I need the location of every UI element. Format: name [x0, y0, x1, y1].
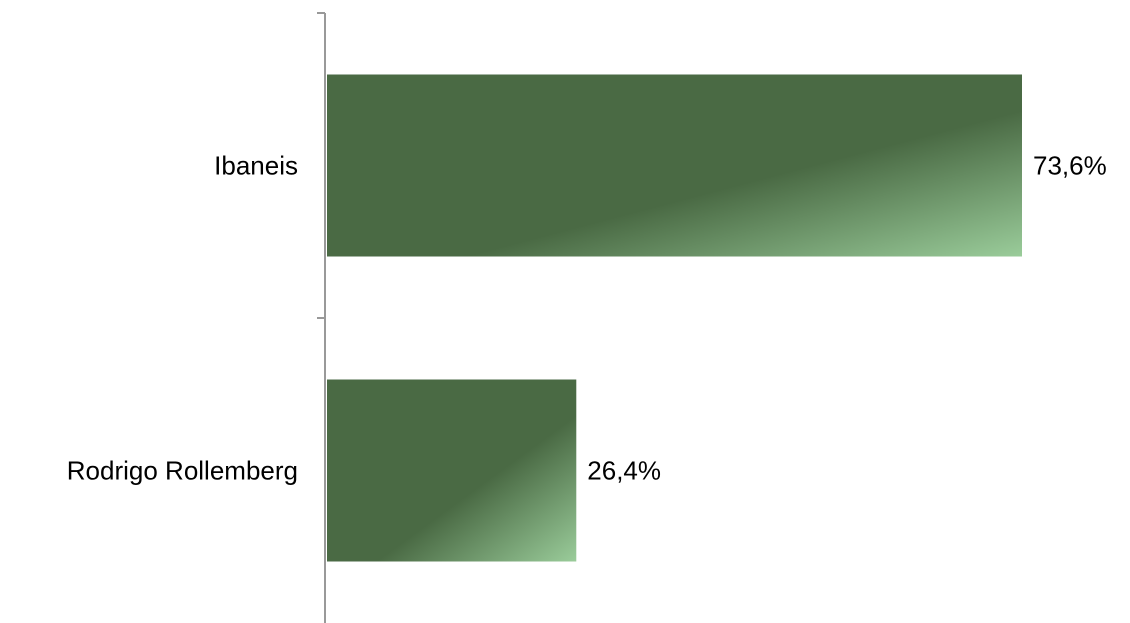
data-label: 73,6% [1033, 151, 1107, 181]
data-label: 26,4% [587, 456, 661, 486]
category-axis [317, 12, 326, 623]
labels: Ibaneis 73,6% Rodrigo Rollemberg 26,4% [67, 151, 1107, 486]
bar-rodrigo-rollemberg [327, 379, 577, 562]
bar-ibaneis [327, 74, 1022, 257]
category-label: Ibaneis [214, 151, 298, 181]
category-label: Rodrigo Rollemberg [67, 456, 298, 486]
bar-series [327, 74, 1022, 562]
